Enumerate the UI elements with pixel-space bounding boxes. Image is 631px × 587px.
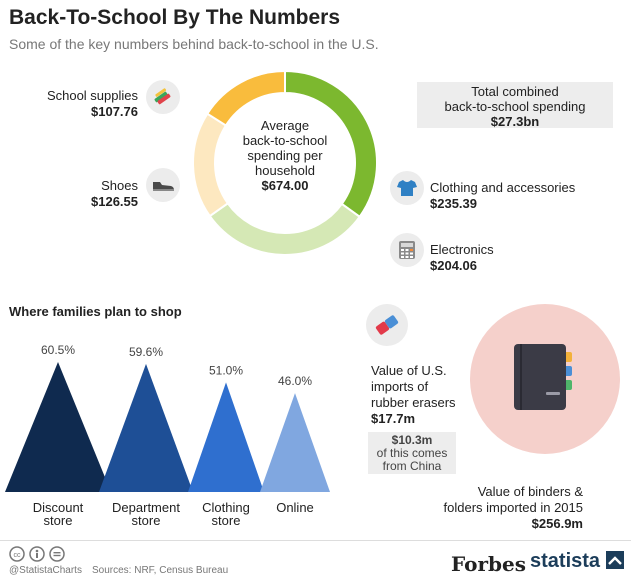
- donut-center-value: $674.00: [261, 178, 309, 193]
- binders-label: Value of binders & folders imported in 2…: [420, 484, 583, 532]
- shop-bar-clothing-store: [188, 382, 264, 492]
- donut-center-line2: back-to-school: [242, 133, 328, 148]
- shop-category-label: Online: [276, 500, 314, 515]
- statista-logo-text: statista: [530, 550, 601, 572]
- binder-icon: [514, 344, 572, 410]
- electronics-name: Electronics: [430, 242, 494, 257]
- shop-bar-value-label: 59.6%: [129, 345, 163, 359]
- shop-category-label: store: [132, 513, 161, 528]
- no-derivatives-icon: [49, 546, 65, 562]
- shop-category-label: Clothing: [202, 500, 250, 515]
- shop-bar-online: [260, 393, 330, 492]
- shop-category-label: Discount: [33, 500, 84, 515]
- donut-center-label: Average back-to-school spending per hous…: [224, 118, 346, 193]
- footer-divider: [0, 540, 631, 541]
- erasers-line1: Value of U.S.: [371, 363, 447, 378]
- donut-center-line4: household: [255, 163, 315, 178]
- statista-handle: @StatistaCharts: [9, 565, 82, 576]
- forbes-logo: Forbes: [451, 552, 526, 576]
- shoes-value: $126.55: [91, 194, 138, 209]
- erasers-label: Value of U.S. imports of rubber erasers …: [371, 363, 481, 427]
- tshirt-icon: [390, 171, 424, 205]
- shop-bar-value-label: 51.0%: [209, 363, 243, 377]
- clothing-label: Clothing and accessories $235.39: [430, 180, 620, 212]
- sources-text: Sources: NRF, Census Bureau: [92, 565, 229, 576]
- donut-center-line3: spending per: [247, 148, 323, 163]
- donut-chart: [192, 69, 378, 256]
- shop-triangle-chart: 60.5%Discountstore59.6%Departmentstore51…: [5, 343, 330, 528]
- binders-line1: Value of binders &: [477, 484, 583, 499]
- page-subtitle: Some of the key numbers behind back-to-s…: [9, 36, 379, 52]
- license-icons: cc: [9, 546, 65, 562]
- donut-slice-electronics: [208, 201, 362, 256]
- donut-slice-school-supplies: [205, 69, 286, 127]
- electronics-value: $204.06: [430, 258, 477, 273]
- shop-bar-discount-store: [5, 362, 111, 492]
- cc-icon: cc: [9, 546, 25, 562]
- shop-bar-department-store: [99, 363, 193, 492]
- china-line2: of this comes: [376, 446, 448, 460]
- shop-category-label: store: [44, 513, 73, 528]
- svg-text:cc: cc: [14, 552, 22, 559]
- erasers-line3: rubber erasers: [371, 395, 456, 410]
- shoes-label: Shoes $126.55: [20, 178, 138, 210]
- school-supplies-label: School supplies $107.76: [20, 88, 138, 120]
- attribution-icon: [29, 546, 45, 562]
- eraser-icon: [366, 304, 408, 346]
- shop-section-title: Where families plan to shop: [9, 304, 182, 319]
- erasers-value: $17.7m: [371, 411, 416, 426]
- total-line2: back-to-school spending: [444, 99, 586, 114]
- shop-category-label: Department: [112, 500, 180, 515]
- total-line1: Total combined: [471, 84, 559, 99]
- page-title: Back-To-School By The Numbers: [9, 6, 340, 29]
- shoe-icon: [146, 168, 180, 202]
- statista-mark-icon: [605, 551, 624, 569]
- shop-category-label: store: [212, 513, 241, 528]
- china-value: $10.3m: [391, 433, 433, 447]
- statista-logo: statista: [530, 550, 624, 573]
- shop-bar-value-label: 46.0%: [278, 374, 312, 388]
- shoes-name: Shoes: [101, 178, 138, 193]
- calculator-icon: [390, 233, 424, 267]
- total-spending-box: Total combined back-to-school spending $…: [417, 82, 613, 129]
- donut-slice-shoes: [192, 112, 230, 218]
- binders-value: $256.9m: [531, 516, 583, 531]
- clothing-name: Clothing and accessories: [430, 180, 576, 195]
- school-supplies-value: $107.76: [91, 104, 138, 119]
- clothing-value: $235.39: [430, 196, 477, 211]
- china-imports-box: $10.3m of this comes from China: [368, 432, 456, 474]
- total-value: $27.3bn: [490, 114, 540, 129]
- shop-bar-value-label: 60.5%: [41, 343, 75, 357]
- binders-line2: folders imported in 2015: [443, 500, 583, 515]
- crayons-icon: [146, 80, 180, 114]
- china-line3: from China: [382, 459, 442, 473]
- erasers-line2: imports of: [371, 379, 429, 394]
- donut-center-line1: Average: [260, 118, 310, 133]
- electronics-label: Electronics $204.06: [430, 242, 580, 274]
- school-supplies-name: School supplies: [46, 88, 138, 103]
